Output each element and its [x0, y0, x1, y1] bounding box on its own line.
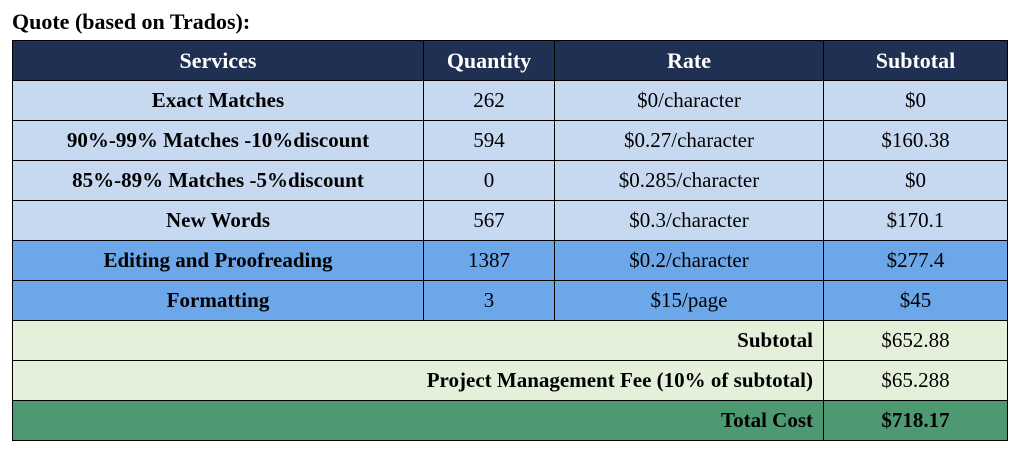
summary-label: Subtotal [12, 320, 824, 361]
subtotal-cell: $0 [823, 160, 1008, 201]
rate-cell: $0.3/character [554, 200, 824, 241]
table-row: Exact Matches 262 $0/character $0 [12, 80, 1008, 121]
service-cell: Formatting [12, 280, 424, 321]
service-cell: 85%-89% Matches -5%discount [12, 160, 424, 201]
table-header-row: Services Quantity Rate Subtotal [12, 40, 1008, 81]
quantity-cell: 594 [423, 120, 555, 161]
header-rate: Rate [554, 40, 824, 81]
table-row: New Words 567 $0.3/character $170.1 [12, 200, 1008, 241]
quantity-cell: 1387 [423, 240, 555, 281]
service-cell: Exact Matches [12, 80, 424, 121]
table-row: Editing and Proofreading 1387 $0.2/chara… [12, 240, 1008, 281]
quantity-cell: 262 [423, 80, 555, 121]
table-row: 85%-89% Matches -5%discount 0 $0.285/cha… [12, 160, 1008, 201]
quantity-cell: 0 [423, 160, 555, 201]
header-subtotal: Subtotal [823, 40, 1008, 81]
quantity-cell: 3 [423, 280, 555, 321]
summary-value: $652.88 [823, 320, 1008, 361]
subtotal-cell: $277.4 [823, 240, 1008, 281]
quote-table: Services Quantity Rate Subtotal Exact Ma… [12, 40, 1008, 441]
quantity-cell: 567 [423, 200, 555, 241]
service-cell: Editing and Proofreading [12, 240, 424, 281]
total-label: Total Cost [12, 400, 824, 441]
rate-cell: $0.2/character [554, 240, 824, 281]
subtotal-cell: $160.38 [823, 120, 1008, 161]
table-row: 90%-99% Matches -10%discount 594 $0.27/c… [12, 120, 1008, 161]
service-cell: 90%-99% Matches -10%discount [12, 120, 424, 161]
summary-row-subtotal: Subtotal $652.88 [12, 320, 1008, 361]
rate-cell: $15/page [554, 280, 824, 321]
rate-cell: $0.27/character [554, 120, 824, 161]
total-row: Total Cost $718.17 [12, 400, 1008, 441]
summary-label: Project Management Fee (10% of subtotal) [12, 360, 824, 401]
quote-title: Quote (based on Trados): [12, 9, 251, 34]
header-services: Services [12, 40, 424, 81]
summary-row-pm-fee: Project Management Fee (10% of subtotal)… [12, 360, 1008, 401]
header-quantity: Quantity [423, 40, 555, 81]
service-cell: New Words [12, 200, 424, 241]
summary-value: $65.288 [823, 360, 1008, 401]
table-row: Formatting 3 $15/page $45 [12, 280, 1008, 321]
total-value: $718.17 [823, 400, 1008, 441]
rate-cell: $0/character [554, 80, 824, 121]
subtotal-cell: $170.1 [823, 200, 1008, 241]
subtotal-cell: $0 [823, 80, 1008, 121]
rate-cell: $0.285/character [554, 160, 824, 201]
subtotal-cell: $45 [823, 280, 1008, 321]
